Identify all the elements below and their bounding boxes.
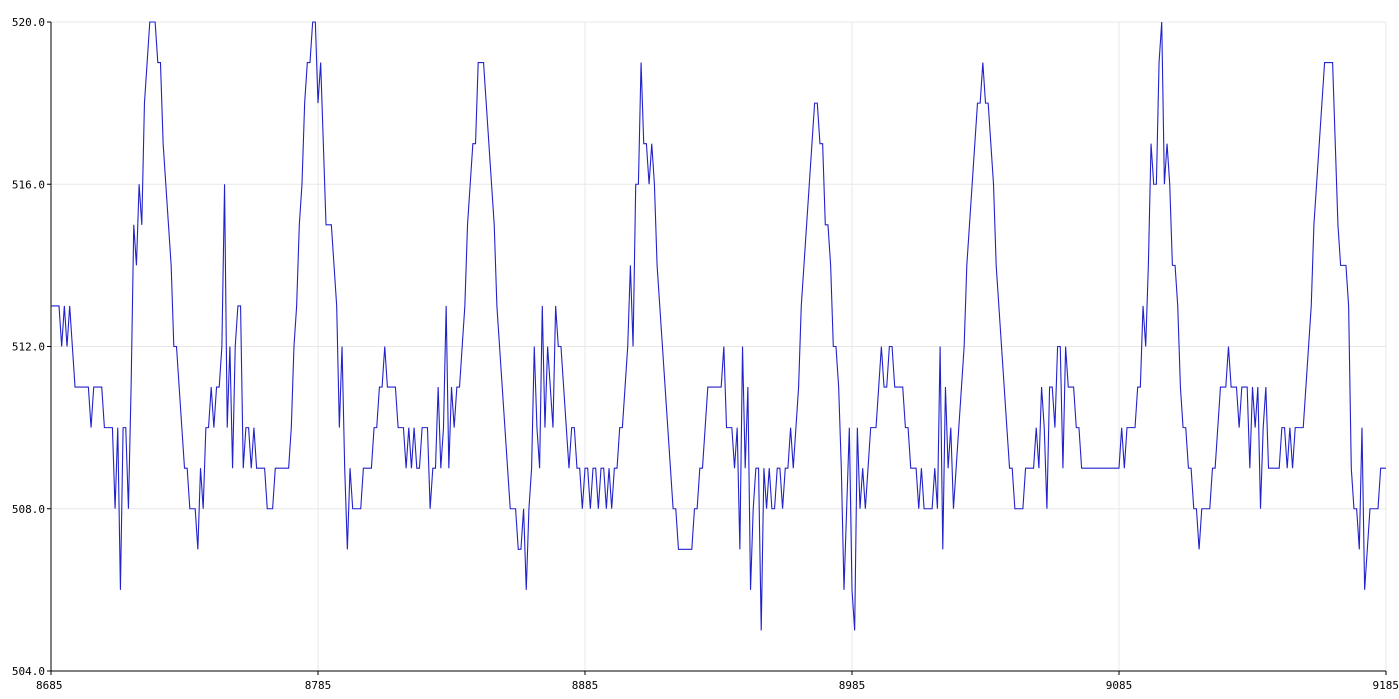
series-line [51, 21, 1386, 631]
x-tick-label: 9085 [1106, 679, 1133, 692]
y-tick-label: 504.0 [12, 665, 45, 678]
x-tick-label: 8685 [36, 679, 63, 692]
x-tick-label: 9185 [1373, 679, 1399, 692]
y-tick-label: 520.0 [12, 16, 45, 29]
y-tick-label: 508.0 [12, 503, 45, 516]
x-tick-label: 8785 [305, 679, 332, 692]
grid-lines [50, 21, 1387, 672]
y-tick-label: 516.0 [12, 178, 45, 191]
tick-labels: 504.0 508.0 512.0 516.0 520.0 8685 8785 8885 898… [12, 16, 1399, 692]
x-tick-label: 8885 [572, 679, 599, 692]
axes [47, 21, 1387, 675]
x-tick-label: 8985 [839, 679, 866, 692]
y-tick-label: 512.0 [12, 341, 45, 354]
